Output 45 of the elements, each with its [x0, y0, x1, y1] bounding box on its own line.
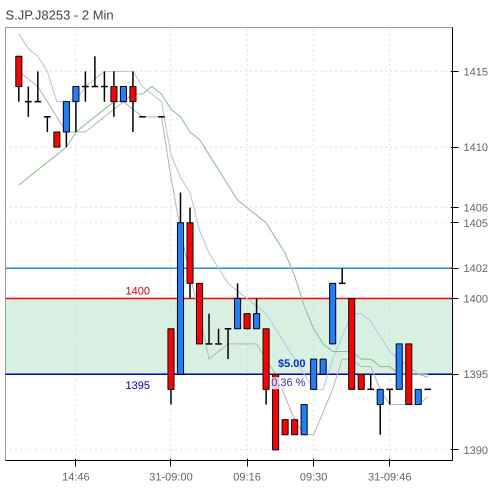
- candlestick: [244, 313, 251, 330]
- y-tick-label: 1406: [464, 202, 488, 215]
- candlestick: [224, 328, 232, 360]
- candlestick: [414, 388, 422, 405]
- y-tick-label: 1405: [464, 218, 488, 230]
- candlestick: [53, 131, 60, 148]
- candlestick: [386, 388, 394, 406]
- x-tick-label: 09:16: [233, 472, 261, 484]
- chart-title: S.JP.J8253 - 2 Min: [6, 8, 114, 22]
- candlestick: [110, 70, 118, 118]
- candlestick: [358, 374, 365, 390]
- candlestick: [204, 312, 214, 345]
- candlestick: [43, 116, 52, 133]
- y-tick-label: 1395: [464, 369, 488, 382]
- candlestick: [320, 358, 327, 375]
- y-tick-label: 1402: [464, 263, 488, 276]
- candlestick: [338, 267, 346, 284]
- annotation: 0.36 %: [271, 377, 306, 390]
- line-series: [18, 33, 428, 390]
- x-tick-label: 09:30: [300, 472, 328, 484]
- y-tick-label: 1390: [464, 444, 488, 457]
- candlestick: [291, 419, 298, 436]
- candlestick: [214, 328, 223, 345]
- ref-line-label: 1400: [126, 286, 150, 298]
- y-tick-label: 1415: [464, 66, 488, 78]
- candlestick: [81, 70, 90, 102]
- x-tick-label: 31-09:00: [149, 472, 193, 484]
- y-tick-label: 1410: [464, 142, 488, 154]
- candlestick: [24, 86, 32, 118]
- y-tick-label: 1400: [464, 294, 488, 306]
- candlestick: [100, 70, 108, 102]
- candlestick: [376, 388, 384, 436]
- line-series: [18, 86, 428, 378]
- x-tick-label: 14:46: [62, 472, 90, 484]
- candlestick: [90, 56, 99, 88]
- candlestick: [72, 86, 80, 133]
- candlestick: [129, 70, 136, 133]
- candlestick: [282, 419, 289, 436]
- annotation: $5.00: [278, 358, 306, 370]
- candlestick: [34, 70, 42, 102]
- candlestick: [120, 86, 127, 102]
- candlestick: [253, 298, 260, 330]
- x-tick-label: 31-09:46: [368, 472, 412, 484]
- candlestick: [366, 373, 375, 390]
- ref-line-label: 1395: [126, 380, 150, 392]
